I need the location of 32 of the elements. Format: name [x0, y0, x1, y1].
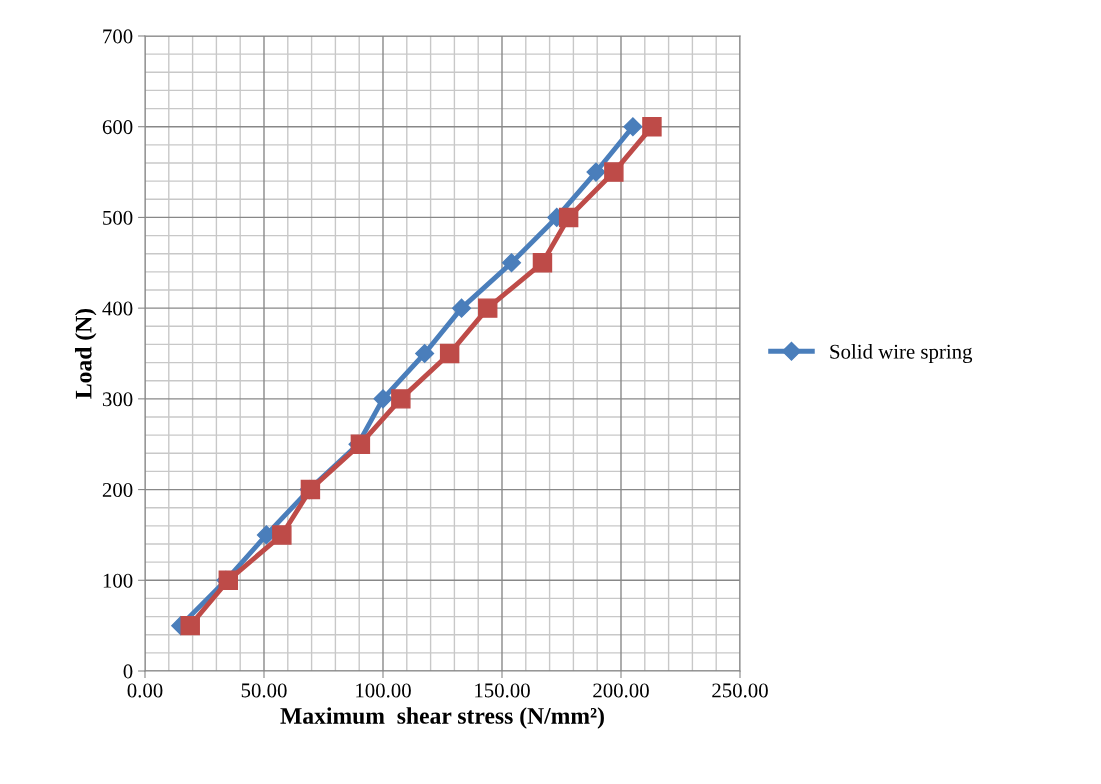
legend-label: Solid wire spring — [830, 344, 973, 364]
point — [586, 162, 606, 182]
x-tick-label: 50.00 — [241, 683, 287, 698]
point — [532, 253, 553, 273]
y-axis-title: Load (N) — [74, 308, 97, 399]
y-tick-label: 100 — [103, 573, 133, 588]
point — [415, 343, 435, 364]
y-tick-label: 700 — [103, 29, 133, 44]
y-tick-label: 400 — [102, 301, 133, 316]
y-tick-label: 600 — [102, 120, 133, 135]
point — [642, 116, 662, 137]
x-axis-title: Maximum shear stress (N/mm²) — [280, 707, 604, 729]
y-tick-label: 500 — [103, 210, 133, 225]
x-tick-label: 200.00 — [593, 683, 649, 698]
point — [604, 162, 624, 182]
point — [373, 389, 393, 409]
point — [272, 525, 292, 545]
x-tick-label: 0.00 — [127, 683, 163, 698]
point — [477, 298, 498, 318]
point — [623, 117, 643, 137]
x-tick-label: 150.00 — [475, 683, 530, 698]
y-tick-label: 0 — [123, 664, 133, 679]
point — [501, 253, 522, 273]
point — [558, 207, 579, 228]
point — [439, 343, 460, 364]
point — [452, 298, 472, 318]
x-tick-label: 100.00 — [356, 683, 411, 698]
y-tick-label: 200 — [102, 482, 133, 497]
point — [180, 615, 200, 636]
point — [391, 389, 411, 409]
y-tick-label: 300 — [102, 392, 133, 407]
x-tick-label: 250.00 — [712, 683, 768, 698]
